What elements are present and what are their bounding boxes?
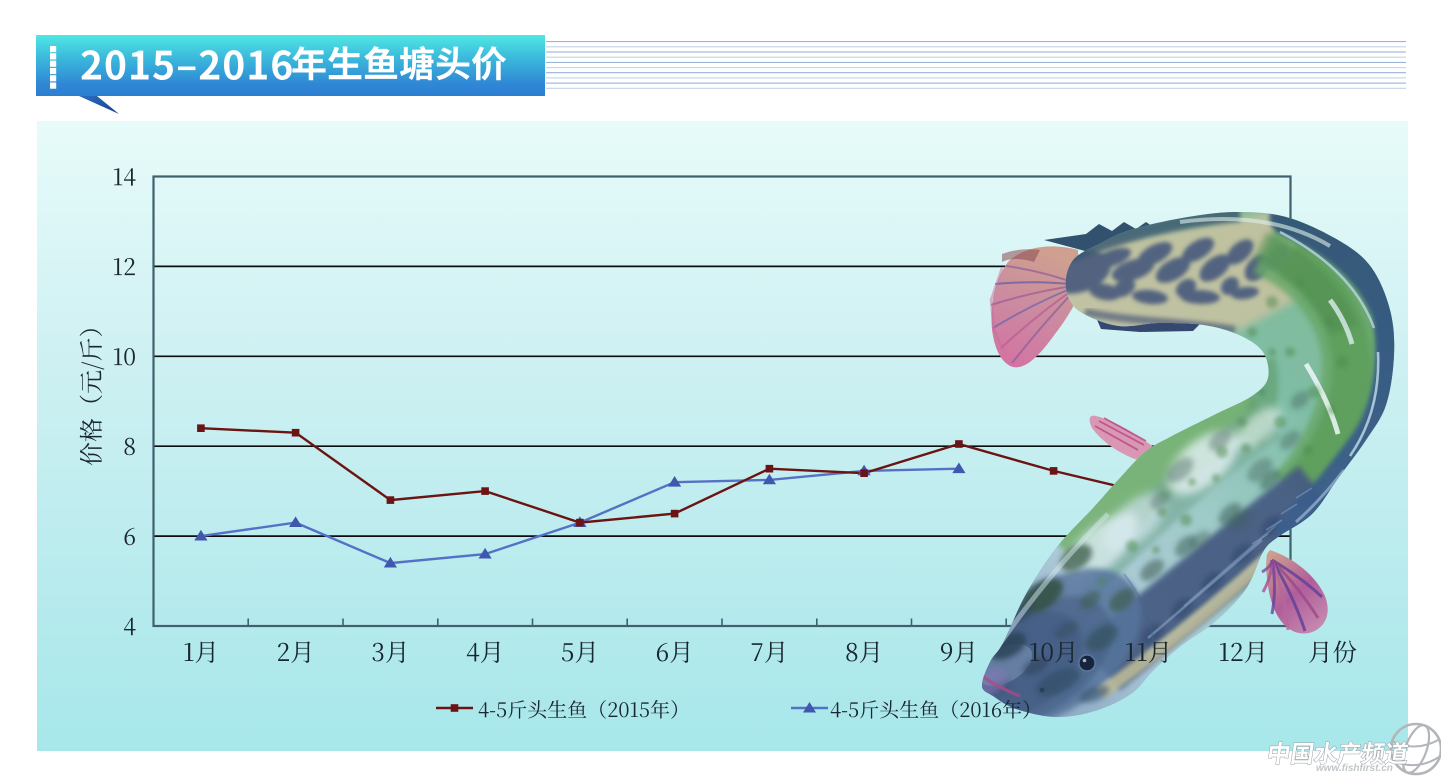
svg-text:www.fishfirst.cn: www.fishfirst.cn — [1316, 763, 1393, 774]
